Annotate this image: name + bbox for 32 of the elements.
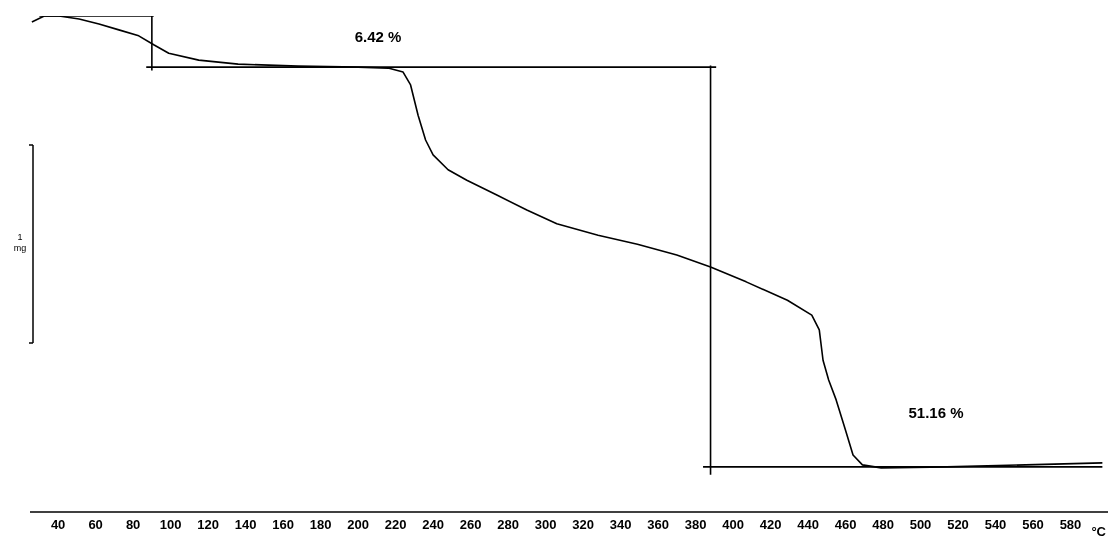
x-tick-label: 520: [947, 517, 969, 533]
x-tick-label: 560: [1022, 517, 1044, 533]
x-tick-label: 320: [572, 517, 594, 533]
x-tick-label: 160: [272, 517, 294, 533]
x-tick-label: 380: [684, 517, 707, 533]
x-tick-label: 300: [534, 517, 557, 533]
x-tick-label: 180: [309, 517, 332, 533]
x-tick-label: 100: [159, 517, 182, 533]
x-axis-title: °C: [1091, 524, 1107, 539]
x-tick-label: 260: [459, 517, 482, 533]
x-tick-label: 280: [497, 517, 519, 533]
x-tick-label: 60: [88, 517, 103, 533]
x-tick-label: 220: [384, 517, 407, 533]
x-tick-label: 200: [347, 517, 369, 533]
x-tick-label: 120: [197, 517, 219, 533]
x-tick-label: 340: [609, 517, 632, 533]
x-tick-label: 40: [50, 517, 66, 533]
text: 1 mg: [13, 232, 27, 253]
x-tick-label: 240: [422, 517, 444, 533]
x-tick-label: 400: [722, 517, 744, 533]
x-tick-label: 540: [984, 517, 1007, 533]
x-tick-label: 480: [872, 517, 894, 533]
x-tick-label: 580: [1059, 517, 1082, 533]
x-tick-label: 460: [834, 517, 857, 533]
x-tick-label: 420: [759, 517, 782, 533]
x-tick-label: 500: [909, 517, 932, 533]
x-tick-label: 440: [797, 517, 819, 533]
x-tick-label: 140: [234, 517, 257, 533]
annotation: 51.16 %: [908, 404, 964, 421]
x-tick-label: 80: [125, 517, 141, 533]
x-tick-label: 360: [647, 517, 669, 533]
annotation: 6.42 %: [354, 28, 402, 45]
